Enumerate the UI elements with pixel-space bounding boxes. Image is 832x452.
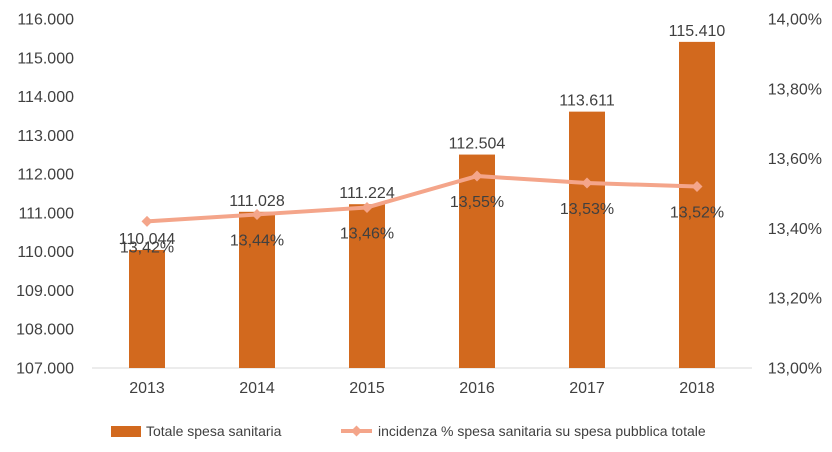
x-tick-label: 2017: [569, 380, 605, 397]
bar: [459, 154, 495, 368]
legend-bar-label: Totale spesa sanitaria: [146, 423, 282, 439]
bar-data-label: 110.044: [119, 231, 176, 248]
line-series: [141, 170, 703, 227]
line-data-label: 13,46%: [340, 225, 394, 242]
legend: Totale spesa sanitaria incidenza % spesa…: [111, 423, 706, 439]
line-point: [251, 208, 263, 220]
y2-tick-label: 13,20%: [768, 291, 822, 308]
y-tick-label: 116.000: [17, 12, 74, 29]
x-tick-label: 2018: [679, 380, 715, 397]
left-axis: 107.000 108.000 109.000 110.000 111.000 112.0…: [16, 12, 74, 378]
x-tick-label: 2016: [459, 380, 495, 397]
line-point: [141, 215, 153, 227]
x-axis-ticks: 2013 2014 2015 2016 2017 2018: [129, 380, 715, 397]
line-point: [361, 201, 373, 213]
y-tick-label: 109.000: [16, 283, 74, 300]
bar-series: [129, 41, 715, 369]
line-data-label: 13,55%: [450, 194, 504, 211]
line-data-label: 13,42%: [120, 239, 174, 256]
x-tick-label: 2013: [129, 380, 165, 397]
line-data-label: 13,44%: [230, 232, 284, 249]
line-point: [581, 177, 593, 189]
bar: [129, 249, 165, 368]
line-point: [471, 170, 483, 182]
y-tick-label: 111.000: [19, 205, 75, 222]
series-line: [146, 174, 698, 224]
y-tick-label: 108.000: [16, 322, 74, 339]
y2-tick-label: 13,00%: [768, 361, 822, 378]
y-tick-label: 113.000: [17, 128, 74, 145]
bar: [239, 211, 275, 368]
bar-data-label: 111.224: [339, 185, 395, 202]
bar-data-label: 113.611: [559, 93, 615, 110]
bar: [349, 204, 385, 368]
x-tick-label: 2015: [349, 380, 385, 397]
y2-tick-label: 13,40%: [768, 221, 822, 238]
y-tick-label: 110.000: [17, 244, 74, 261]
line-data-label: 13,52%: [670, 205, 724, 222]
y2-tick-label: 13,80%: [768, 81, 822, 98]
bar-data-label: 115.410: [669, 23, 726, 40]
legend-line-marker: [351, 425, 362, 437]
y-tick-label: 107.000: [16, 361, 74, 378]
legend-bar-swatch: [111, 426, 141, 437]
bar: [569, 111, 605, 369]
y-tick-label: 112.000: [17, 167, 74, 184]
bar-data-labels: 110.044 111.028 111.224 112.504 113.611 115.4…: [119, 23, 726, 248]
bar-data-label: 111.028: [229, 193, 285, 210]
x-tick-label: 2014: [239, 380, 275, 397]
right-axis: 13,00% 13,20% 13,40% 13,60% 13,80% 14,00%: [768, 12, 822, 378]
y-tick-label: 115.000: [17, 50, 74, 67]
line-data-label: 13,53%: [560, 201, 614, 218]
y2-tick-label: 13,60%: [768, 151, 822, 168]
line-point: [691, 181, 703, 193]
y-tick-label: 114.000: [17, 89, 74, 106]
y2-tick-label: 14,00%: [768, 12, 822, 29]
line-data-labels: 13,42% 13,44% 13,46% 13,55% 13,53% 13,52%: [120, 194, 724, 256]
legend-line-label: incidenza % spesa sanitaria su spesa pub…: [378, 423, 706, 439]
bar-data-label: 112.504: [449, 136, 506, 153]
bar: [679, 41, 715, 369]
